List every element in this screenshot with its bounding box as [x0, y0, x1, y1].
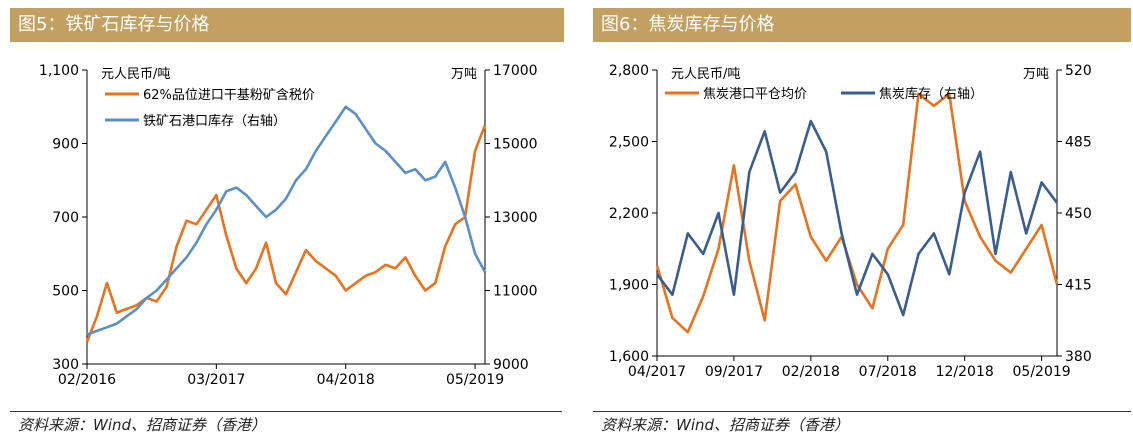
figure-6-panel: 图6：焦炭库存与价格 1,600 1,900 2,200 2,500 2,800 380 4… — [583, 0, 1133, 447]
legend-label: 焦炭港口平仓均价 — [703, 87, 807, 102]
right-unit-label: 万吨 — [1023, 67, 1049, 82]
x-tick-label: 09/2017 — [705, 364, 763, 380]
series-line-0 — [655, 92, 1059, 334]
right-unit-label: 万吨 — [451, 67, 477, 82]
right-tick-label: 13000 — [493, 210, 538, 226]
left-unit-label: 元人民币/吨 — [101, 67, 170, 82]
source-divider — [10, 411, 562, 412]
x-tick-label: 04/2018 — [317, 372, 375, 388]
right-tick-label: 415 — [1065, 278, 1092, 294]
right-tick-label: 15000 — [493, 137, 538, 153]
figure-title: 图5：铁矿石库存与价格 — [10, 8, 564, 42]
x-tick-label: 03/2017 — [187, 372, 245, 388]
source-divider — [593, 411, 1131, 412]
left-tick-label: 500 — [52, 284, 79, 300]
right-tick-label: 17000 — [493, 63, 538, 79]
legend-label: 焦炭库存（右轴） — [879, 86, 983, 102]
right-tick-label: 9000 — [493, 357, 529, 373]
source-note: 资料来源：Wind、招商证券（香港） — [601, 416, 850, 434]
left-unit-label: 元人民币/吨 — [671, 67, 740, 82]
left-tick-label: 1,600 — [609, 349, 649, 365]
left-tick-label: 700 — [52, 210, 79, 226]
iron-ore-chart: 300 500 700 900 1,100 9000 11000 13000 15000 1700… — [39, 63, 538, 388]
x-tick-label: 04/2017 — [628, 364, 686, 380]
series-line-0 — [85, 124, 487, 343]
series-line-1 — [655, 119, 1059, 317]
left-tick-label: 2,800 — [609, 63, 649, 79]
x-tick-label: 05/2019 — [446, 372, 504, 388]
left-tick-label: 1,900 — [609, 278, 649, 294]
legend-label: 铁矿石港口库存（右轴） — [143, 113, 286, 129]
left-tick-label: 2,500 — [609, 135, 649, 151]
right-tick-label: 520 — [1065, 63, 1092, 79]
x-tick-label: 02/2016 — [58, 372, 116, 388]
right-tick-label: 450 — [1065, 206, 1092, 222]
figure-5-panel: 图5：铁矿石库存与价格 300 500 700 900 1,100 9000 11000 13… — [0, 0, 566, 447]
left-tick-label: 300 — [52, 357, 79, 373]
source-note: 资料来源：Wind、招商证券（香港） — [18, 416, 267, 434]
right-tick-label: 11000 — [493, 284, 538, 300]
legend-label: 62%品位进口干基粉矿含税价 — [143, 87, 315, 103]
coke-chart: 1,600 1,900 2,200 2,500 2,800 380 415 450 485 520… — [609, 63, 1092, 380]
left-tick-label: 1,100 — [39, 63, 79, 79]
right-tick-label: 485 — [1065, 135, 1092, 151]
x-tick-label: 02/2018 — [782, 364, 840, 380]
left-tick-label: 900 — [52, 137, 79, 153]
x-tick-label: 07/2018 — [859, 364, 917, 380]
series-line-1 — [86, 105, 487, 336]
left-tick-label: 2,200 — [609, 206, 649, 222]
x-tick-label: 12/2018 — [936, 364, 994, 380]
x-tick-label: 05/2019 — [1013, 364, 1071, 380]
right-tick-label: 380 — [1065, 349, 1092, 365]
figure-title: 图6：焦炭库存与价格 — [593, 8, 1131, 42]
